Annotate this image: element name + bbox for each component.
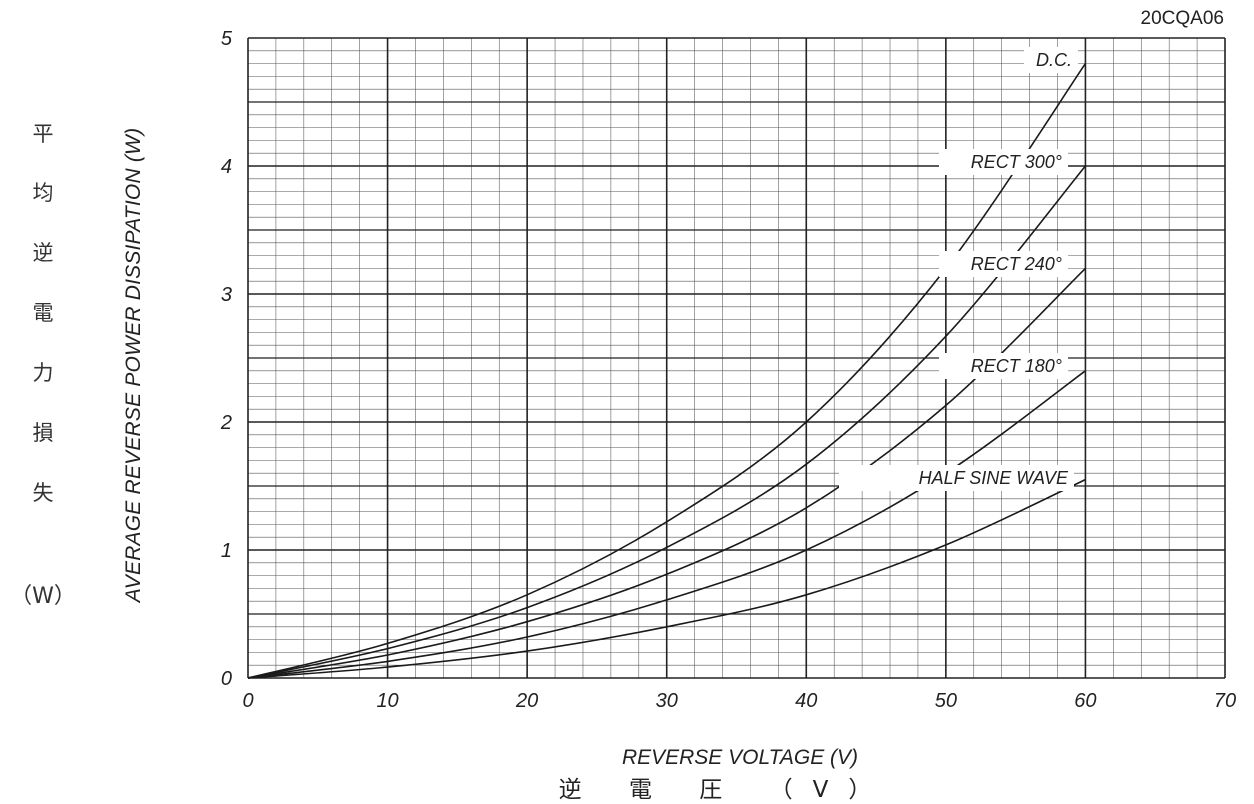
y-axis-label-jp-char: 均 (32, 181, 54, 205)
y-axis-label-jp-char: 力 (32, 361, 54, 385)
x-axis-label-jp: 逆 電 圧 （V） (558, 777, 892, 803)
series-labels: D.C. RECT 300° RECT 240° RECT 180° HALF SINE… (839, 47, 1078, 491)
y-tick-label: 1 (221, 540, 232, 562)
x-tick-labels: 0 10 20 30 40 50 60 70 (242, 690, 1236, 712)
y-axis-label-jp-char: 損 (32, 421, 54, 445)
x-tick-label: 70 (1214, 690, 1236, 712)
series-label-knockout (839, 465, 1074, 491)
y-axis-label-jp-unit: （W） (10, 584, 76, 609)
series-label-knockout (939, 251, 1068, 277)
series-label: HALF SINE WAVE (919, 468, 1069, 488)
x-tick-label: 30 (656, 690, 678, 712)
x-tick-label: 0 (242, 690, 253, 712)
y-axis-label-jp-char: 電 (32, 301, 54, 325)
series-label-knockout (939, 149, 1068, 175)
major-grid (247, 37, 1226, 679)
x-axis-label-en: REVERSE VOLTAGE (V) (621, 746, 859, 769)
x-tick-label: 40 (795, 690, 817, 712)
y-tick-label: 0 (221, 668, 232, 690)
part-number: 20CQA06 (1140, 8, 1224, 29)
series-line (247, 267, 1086, 679)
y-tick-label: 2 (220, 412, 232, 434)
series-label: RECT 300° (971, 152, 1062, 172)
y-axis-label-jp-char: 平 (32, 122, 54, 146)
series-label: RECT 180° (971, 356, 1062, 376)
series-label-knockout (939, 353, 1068, 379)
series-line (247, 478, 1086, 679)
y-tick-label: 3 (221, 284, 232, 306)
y-tick-label: 5 (221, 28, 233, 50)
y-axis-label-en: AVERAGE REVERSE POWER DISSIPATION (W) (122, 127, 145, 603)
y-axis-label-jp-char: 失 (32, 481, 54, 505)
y-axis-label-jp-char: 逆 (32, 241, 54, 265)
series-label-knockout (1024, 47, 1078, 73)
y-tick-labels: 0 1 2 3 4 5 (220, 28, 233, 690)
series-label: RECT 240° (971, 254, 1062, 274)
x-tick-label: 60 (1074, 690, 1096, 712)
x-tick-label: 50 (935, 690, 957, 712)
y-tick-label: 4 (221, 156, 232, 178)
series-label: D.C. (1036, 50, 1072, 70)
series-line (247, 165, 1087, 679)
x-tick-label: 10 (376, 690, 398, 712)
x-tick-label: 20 (515, 690, 538, 712)
